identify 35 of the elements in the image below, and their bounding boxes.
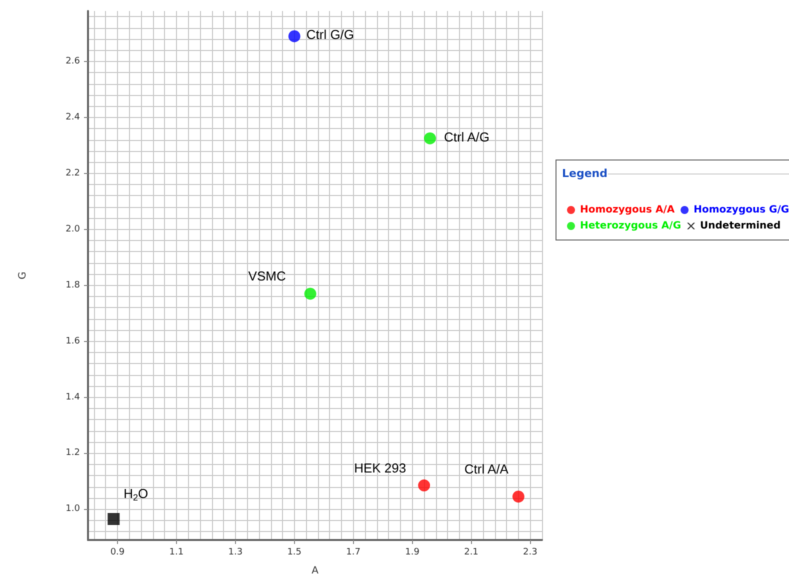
x-tick-label: 0.9 — [110, 548, 125, 558]
y-tick-label: 1.2 — [66, 448, 80, 458]
x-tick-label: 2.3 — [523, 548, 538, 558]
y-tick-label: 2.6 — [66, 56, 80, 66]
point — [304, 288, 316, 300]
annotation: Ctrl A/A — [464, 462, 509, 477]
annotation: Ctrl A/G — [444, 129, 490, 144]
annotation: HEK 293 — [354, 460, 406, 476]
y-tick-label: 2.2 — [66, 168, 80, 178]
x-tick-label: 2.1 — [464, 548, 478, 558]
y-axis-title: G — [18, 272, 28, 280]
point — [424, 132, 436, 144]
annotation: VSMC — [248, 268, 286, 284]
x-tick-label: 1.3 — [228, 548, 243, 558]
y-tick-label: 1.4 — [66, 392, 80, 402]
x-tick-label: 1.9 — [405, 548, 420, 558]
y-tick-label: 1.6 — [66, 336, 80, 346]
legend-label: Homozygous A/A — [580, 204, 675, 216]
legend-label: Heterozygous A/G — [580, 220, 682, 232]
y-tick-label: 2.4 — [66, 112, 80, 122]
x-tick-label: 1.5 — [287, 548, 302, 558]
point — [512, 490, 524, 503]
x-axis-title: A — [312, 566, 319, 576]
x-tick-label: 1.1 — [169, 548, 184, 558]
legend-label: Homozygous G/G — [694, 204, 789, 216]
legend-label: Undetermined — [700, 220, 781, 232]
point — [288, 30, 300, 42]
annotation: Ctrl G/G — [306, 27, 354, 42]
legend-title: Legend — [562, 167, 608, 180]
y-tick-label: 1.8 — [66, 280, 80, 290]
x-tick-label: 1.7 — [346, 548, 360, 558]
y-tick-label: 1.0 — [66, 504, 80, 514]
y-tick-label: 2.0 — [66, 224, 80, 234]
point — [108, 513, 120, 526]
point — [418, 479, 430, 492]
